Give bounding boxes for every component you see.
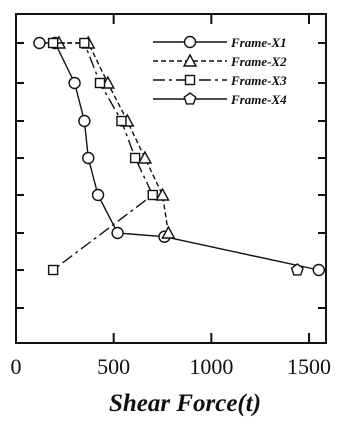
point-0-6 bbox=[111, 226, 124, 240]
x-tick-label-2: 1000 bbox=[189, 354, 233, 379]
point-2-1 bbox=[79, 37, 90, 49]
point-2-3 bbox=[116, 115, 127, 127]
point-0-3 bbox=[78, 114, 91, 128]
x-tick-label-3: 1500 bbox=[287, 354, 331, 379]
point-0-2 bbox=[68, 76, 81, 90]
x-tick-label-0: 0 bbox=[11, 354, 22, 379]
series-line-1 bbox=[59, 42, 170, 234]
legend-label-1: Frame-X2 bbox=[230, 54, 287, 69]
legend-marker-0 bbox=[183, 35, 197, 49]
legend: Frame-X1 Frame-X2 Frame-X3 Frame-X4 bbox=[153, 35, 287, 107]
x-axis-title: Shear Force(t) bbox=[109, 390, 261, 417]
legend-marker-3 bbox=[183, 92, 197, 105]
series-frame-x2 bbox=[51, 35, 176, 239]
point-2-4 bbox=[129, 152, 141, 164]
series-layer bbox=[33, 35, 325, 277]
point-0-5 bbox=[91, 188, 105, 202]
point-3-0 bbox=[290, 263, 304, 276]
point-1-4 bbox=[137, 150, 153, 164]
legend-label-3: Frame-X4 bbox=[230, 92, 287, 107]
x-tick-label-1: 500 bbox=[97, 354, 130, 379]
point-1-5 bbox=[155, 187, 170, 201]
legend-label-2: Frame-X3 bbox=[230, 73, 287, 88]
series-frame-x4 bbox=[290, 263, 304, 276]
point-2-6 bbox=[47, 264, 59, 276]
point-1-6 bbox=[161, 225, 176, 239]
point-0-4 bbox=[82, 151, 95, 165]
point-2-2 bbox=[94, 77, 106, 89]
legend-label-0: Frame-X1 bbox=[230, 35, 287, 50]
point-0-0 bbox=[33, 36, 46, 50]
point-2-5 bbox=[147, 189, 158, 201]
legend-marker-2 bbox=[184, 74, 196, 86]
plot-frame bbox=[15, 13, 327, 344]
point-2-0 bbox=[47, 37, 59, 49]
legend-marker-1 bbox=[182, 53, 198, 67]
x-tick-labels: 0 500 1000 1500 bbox=[11, 354, 332, 379]
series-frame-x3 bbox=[47, 37, 158, 276]
point-0-8 bbox=[312, 263, 325, 277]
